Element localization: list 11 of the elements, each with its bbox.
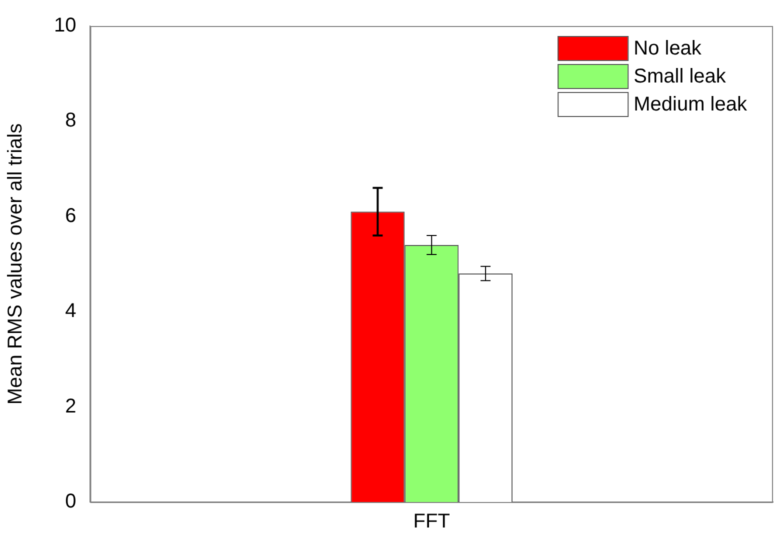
- y-tick-label: 0: [65, 490, 76, 513]
- y-tick-label: 2: [65, 395, 76, 418]
- y-tick-label: 6: [65, 204, 76, 227]
- text: Medium leak: [634, 94, 748, 116]
- y-tick-label: 8: [65, 110, 76, 132]
- legend-label: No leak: [634, 38, 702, 60]
- y-tick-label: 4: [65, 300, 76, 322]
- x-tick-label: FFT: [413, 510, 450, 533]
- legend-label: Small leak: [634, 66, 727, 88]
- y-axis-title: Mean RMS values over all trials: [4, 123, 27, 405]
- y-tick-label: 10: [54, 14, 76, 37]
